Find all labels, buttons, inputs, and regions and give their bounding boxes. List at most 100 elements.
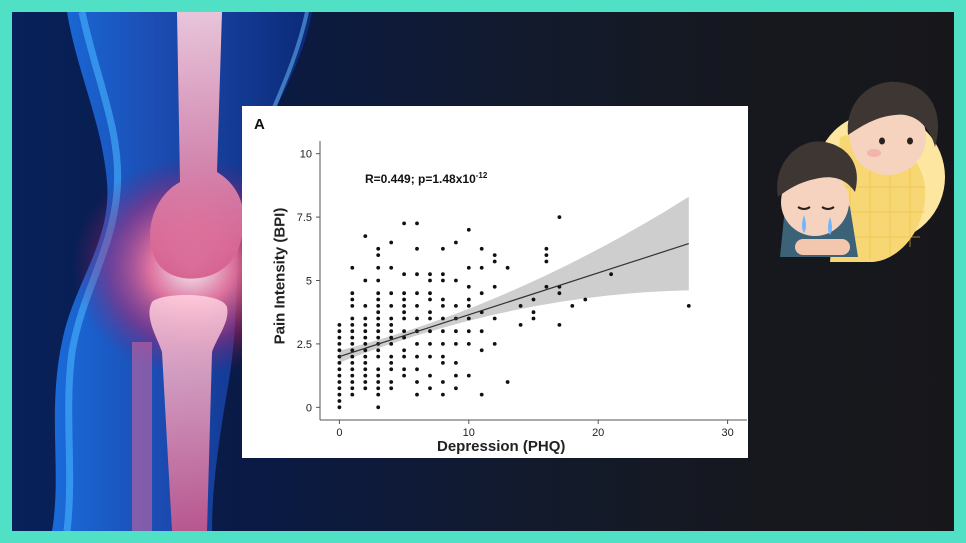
y-axis-title: Pain Intensity (BPI) (271, 207, 289, 345)
data-point (337, 367, 342, 372)
data-point (441, 246, 445, 251)
data-point (454, 361, 458, 365)
data-point (454, 240, 458, 245)
data-point (428, 354, 432, 359)
data-point (428, 316, 432, 321)
sad-children-illustration (777, 81, 945, 262)
data-point (441, 354, 445, 359)
data-point (350, 373, 355, 378)
data-point (466, 227, 471, 232)
y-tick-label: 0 (306, 402, 312, 414)
data-point (376, 304, 381, 308)
scatter-plot: 0 10 20 30 0 2.5 5 7.5 10 (297, 141, 747, 439)
data-point (376, 291, 381, 296)
data-point (479, 329, 484, 334)
data-point (454, 386, 458, 391)
data-point (363, 329, 368, 334)
data-point (350, 386, 355, 391)
data-point (402, 335, 406, 340)
data-point (505, 380, 510, 384)
data-point (492, 253, 497, 257)
data-point (415, 304, 419, 308)
data-point (402, 297, 406, 302)
data-point (376, 354, 381, 359)
data-point (454, 373, 458, 378)
data-point (337, 380, 342, 384)
data-point (415, 291, 419, 296)
data-point (609, 272, 613, 277)
data-point (402, 367, 406, 372)
axes: 0 10 20 30 0 2.5 5 7.5 10 (297, 141, 747, 439)
confidence-band (339, 196, 689, 363)
data-point (441, 392, 445, 397)
data-point (350, 297, 355, 302)
data-point (454, 342, 458, 346)
data-point (466, 265, 471, 270)
data-point (350, 342, 355, 346)
data-point (454, 278, 458, 283)
data-point (415, 380, 419, 384)
data-point (466, 316, 471, 321)
data-point (402, 329, 406, 334)
data-point (415, 354, 419, 359)
data-point (350, 265, 355, 270)
data-point (531, 297, 536, 302)
data-point (479, 265, 484, 270)
data-point (337, 354, 342, 359)
y-tick-label: 5 (306, 276, 312, 288)
data-point (441, 278, 445, 283)
stat-exponent: -12 (475, 171, 488, 180)
data-point (428, 329, 432, 334)
data-point (441, 297, 445, 302)
data-point (402, 304, 406, 308)
data-point (415, 221, 419, 226)
data-point (428, 310, 432, 315)
data-point (337, 405, 342, 410)
data-point (337, 386, 342, 391)
data-point (389, 329, 394, 334)
data-point (350, 304, 355, 308)
data-point (376, 386, 381, 391)
data-point (583, 297, 588, 302)
data-point (389, 354, 394, 359)
data-point (363, 386, 368, 391)
data-point (350, 392, 355, 397)
data-point (415, 392, 419, 397)
data-point (466, 297, 471, 302)
data-point (337, 392, 342, 397)
data-point (389, 304, 394, 308)
data-point (376, 246, 381, 251)
data-point (479, 392, 484, 397)
data-point (389, 380, 394, 384)
data-point (518, 304, 523, 308)
y-tick-label: 7.5 (297, 212, 312, 224)
slide-canvas: 0 10 20 30 0 2.5 5 7.5 10 A R=0.449; p=1.48x10-1… (12, 12, 954, 531)
data-point (350, 348, 355, 353)
regression-fit-line (339, 243, 689, 358)
data-point (363, 348, 368, 353)
data-point (376, 316, 381, 321)
data-point (376, 297, 381, 302)
data-point (492, 316, 497, 321)
data-point (415, 342, 419, 346)
data-point (376, 278, 381, 283)
data-point (363, 361, 368, 365)
data-point (402, 316, 406, 321)
data-point (544, 284, 549, 289)
data-point (376, 253, 381, 257)
data-point (415, 316, 419, 321)
data-point (389, 265, 394, 270)
data-point (441, 361, 445, 365)
data-point (363, 323, 368, 327)
data-point (441, 380, 445, 384)
data-point (376, 405, 381, 410)
data-point (479, 348, 484, 353)
x-axis-title: Depression (PHQ) (437, 438, 566, 455)
scatter-figure: 0 10 20 30 0 2.5 5 7.5 10 A R=0.449; p=1.48x10-1… (242, 106, 748, 458)
data-point (363, 234, 368, 239)
data-point (479, 246, 484, 251)
data-point (557, 215, 562, 219)
data-point (479, 291, 484, 296)
regression-line (339, 243, 689, 358)
data-point (337, 335, 342, 340)
